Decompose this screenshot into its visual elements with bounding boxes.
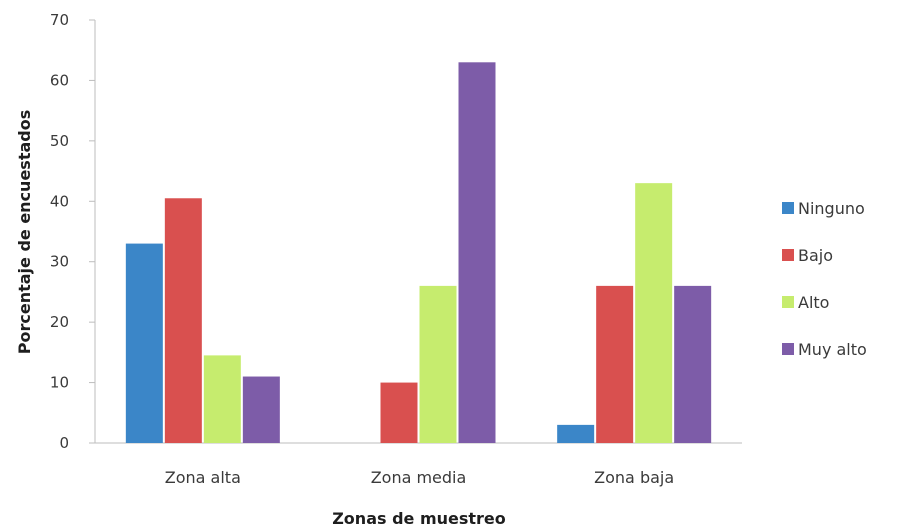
legend-swatch xyxy=(782,296,794,308)
y-tick-label: 60 xyxy=(50,71,69,89)
bars xyxy=(125,62,712,444)
legend-label: Alto xyxy=(798,293,829,312)
x-tick-label: Zona alta xyxy=(165,468,241,487)
y-tick-label: 20 xyxy=(50,313,69,331)
bar-ninguno-zona-alta xyxy=(125,243,163,443)
x-axis-categories: Zona alta Zona media Zona baja xyxy=(165,468,674,487)
bar-bajo-zona-alta xyxy=(164,198,202,443)
legend-swatch xyxy=(782,249,794,261)
legend-label: Ninguno xyxy=(798,199,865,218)
bar-bajo-zona-media xyxy=(380,382,418,443)
bar-alto-zona-media xyxy=(419,285,457,443)
bar-bajo-zona-baja xyxy=(596,285,634,443)
bar-muy-alto-zona-alta xyxy=(242,376,280,443)
y-tick-label: 50 xyxy=(50,132,69,150)
bar-muy-alto-zona-baja xyxy=(674,285,712,443)
legend-label: Muy alto xyxy=(798,340,867,359)
x-axis-title: Zonas de muestreo xyxy=(332,509,506,528)
bar-ninguno-zona-baja xyxy=(557,424,595,443)
y-tick-label: 40 xyxy=(50,192,69,210)
x-tick-label: Zona baja xyxy=(594,468,674,487)
bar-muy-alto-zona-media xyxy=(458,62,496,444)
y-axis-title: Porcentaje de encuestados xyxy=(15,110,34,354)
y-tick-label: 30 xyxy=(50,253,69,271)
y-axis-ticks: 0 10 20 30 40 50 60 70 xyxy=(50,11,95,452)
legend: Ninguno Bajo Alto Muy alto xyxy=(782,199,867,359)
y-tick-label: 0 xyxy=(59,434,69,452)
bar-alto-zona-alta xyxy=(203,355,241,443)
y-tick-label: 10 xyxy=(50,374,69,392)
y-tick-label: 70 xyxy=(50,11,69,29)
x-tick-label: Zona media xyxy=(371,468,467,487)
bar-alto-zona-baja xyxy=(635,183,673,443)
legend-swatch xyxy=(782,343,794,355)
legend-label: Bajo xyxy=(798,246,833,265)
legend-swatch xyxy=(782,202,794,214)
